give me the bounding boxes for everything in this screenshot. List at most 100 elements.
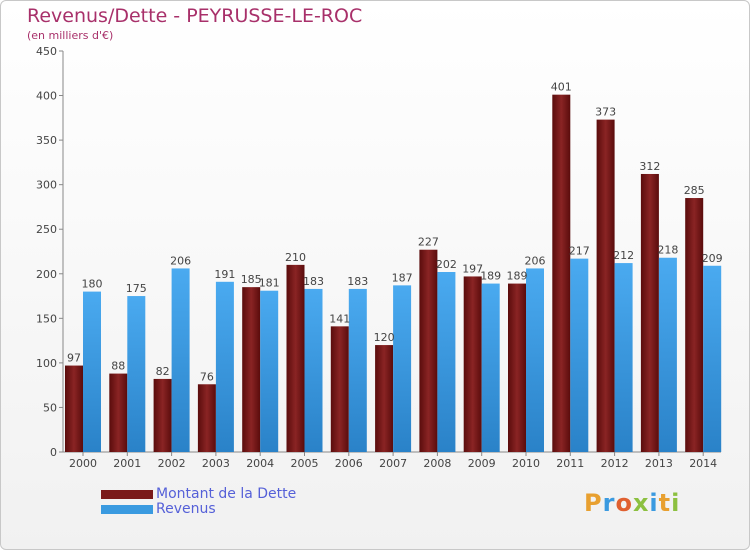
bar-dette bbox=[463, 276, 482, 452]
x-tick-label: 2002 bbox=[158, 457, 186, 470]
x-tick-label: 2013 bbox=[645, 457, 673, 470]
bar-dette bbox=[109, 373, 128, 452]
value-label-revenus: 209 bbox=[702, 252, 723, 265]
bar-dette bbox=[419, 249, 438, 452]
x-tick-label: 2004 bbox=[246, 457, 274, 470]
value-label-revenus: 187 bbox=[392, 271, 413, 284]
value-label-dette: 88 bbox=[111, 360, 125, 373]
bar-revenus bbox=[570, 258, 589, 452]
bar-revenus bbox=[83, 291, 101, 452]
bar-dette bbox=[153, 378, 172, 452]
proxiti-logo: Proxiti bbox=[584, 489, 680, 517]
value-label-dette: 227 bbox=[418, 236, 439, 249]
bar-dette bbox=[375, 345, 394, 452]
bar-revenus bbox=[393, 285, 412, 452]
value-label-revenus: 212 bbox=[613, 249, 634, 262]
logo-letter: i bbox=[671, 489, 681, 517]
value-label-revenus: 217 bbox=[569, 245, 590, 258]
value-label-revenus: 181 bbox=[259, 277, 280, 290]
x-tick-label: 2010 bbox=[512, 457, 540, 470]
x-tick-label: 2012 bbox=[601, 457, 629, 470]
bar-dette bbox=[552, 94, 571, 453]
logo-letter: o bbox=[615, 489, 633, 517]
x-tick-label: 2014 bbox=[689, 457, 717, 470]
bar-dette bbox=[685, 198, 704, 452]
value-label-dette: 76 bbox=[200, 370, 214, 383]
logo-letter: r bbox=[602, 489, 616, 517]
y-tick-label: 400 bbox=[36, 90, 57, 103]
x-tick-label: 2000 bbox=[69, 457, 97, 470]
value-label-dette: 82 bbox=[156, 365, 170, 378]
logo-letter: t bbox=[658, 489, 672, 517]
y-tick-label: 300 bbox=[36, 179, 57, 192]
chart-title: Revenus/Dette - PEYRUSSE-LE-ROC bbox=[27, 5, 363, 27]
value-label-dette: 373 bbox=[595, 106, 616, 119]
value-label-dette: 185 bbox=[241, 273, 262, 286]
bar-dette bbox=[330, 326, 349, 452]
bar-revenus bbox=[437, 271, 456, 452]
x-tick-label: 2001 bbox=[113, 457, 141, 470]
bar-dette bbox=[242, 287, 261, 452]
value-label-dette: 312 bbox=[639, 160, 660, 173]
value-label-dette: 141 bbox=[329, 312, 350, 325]
value-label-dette: 97 bbox=[67, 352, 81, 365]
value-label-dette: 285 bbox=[684, 184, 705, 197]
value-label-revenus: 218 bbox=[657, 244, 678, 257]
legend-label-revenus: Revenus bbox=[156, 501, 216, 517]
value-label-revenus: 191 bbox=[214, 268, 235, 281]
value-label-revenus: 175 bbox=[126, 282, 147, 295]
value-label-revenus: 206 bbox=[525, 254, 546, 267]
chart-subtitle: (en milliers d'€) bbox=[27, 29, 114, 42]
y-tick-label: 100 bbox=[36, 357, 57, 370]
chart-bars bbox=[65, 94, 722, 453]
value-label-dette: 401 bbox=[551, 81, 572, 94]
bar-dette bbox=[197, 384, 216, 452]
logo-letter: x bbox=[632, 489, 650, 517]
x-tick-label: 2008 bbox=[423, 457, 451, 470]
bar-revenus bbox=[215, 281, 234, 452]
value-label-dette: 120 bbox=[374, 331, 395, 344]
x-tick-label: 2003 bbox=[202, 457, 230, 470]
bar-revenus bbox=[260, 290, 279, 452]
x-tick-label: 2006 bbox=[335, 457, 363, 470]
value-label-revenus: 202 bbox=[436, 258, 457, 271]
x-tick-label: 2011 bbox=[556, 457, 584, 470]
bar-dette bbox=[596, 119, 615, 453]
bar-revenus bbox=[127, 296, 146, 452]
legend-label-dette: Montant de la Dette bbox=[156, 486, 297, 502]
bar-revenus bbox=[526, 268, 544, 452]
legend-swatch-dette bbox=[101, 490, 153, 499]
value-label-dette: 189 bbox=[507, 270, 528, 283]
y-tick-label: 0 bbox=[50, 446, 57, 459]
value-label-revenus: 180 bbox=[82, 278, 103, 291]
logo-letter: P bbox=[584, 489, 603, 517]
bar-dette bbox=[65, 365, 83, 452]
value-label-dette: 210 bbox=[285, 251, 306, 264]
bar-revenus bbox=[658, 257, 677, 452]
y-tick-label: 200 bbox=[36, 268, 57, 281]
bar-dette bbox=[640, 173, 659, 452]
y-tick-label: 250 bbox=[36, 223, 57, 236]
bar-revenus bbox=[614, 263, 633, 452]
legend-swatch-revenus bbox=[101, 505, 153, 514]
bar-dette bbox=[286, 264, 305, 452]
y-tick-label: 150 bbox=[36, 312, 57, 325]
value-label-revenus: 183 bbox=[303, 275, 324, 288]
value-label-dette: 197 bbox=[462, 262, 483, 275]
logo-letter: i bbox=[649, 489, 659, 517]
bar-revenus bbox=[304, 288, 323, 452]
value-label-revenus: 189 bbox=[480, 270, 501, 283]
y-tick-label: 350 bbox=[36, 134, 57, 147]
bar-dette bbox=[508, 283, 526, 452]
value-label-revenus: 183 bbox=[347, 275, 368, 288]
bar-revenus bbox=[348, 288, 367, 452]
bar-revenus bbox=[703, 265, 722, 452]
x-tick-label: 2007 bbox=[379, 457, 407, 470]
x-tick-label: 2009 bbox=[468, 457, 496, 470]
bar-revenus bbox=[171, 268, 190, 452]
y-tick-label: 450 bbox=[36, 45, 57, 58]
value-label-revenus: 206 bbox=[170, 254, 191, 267]
